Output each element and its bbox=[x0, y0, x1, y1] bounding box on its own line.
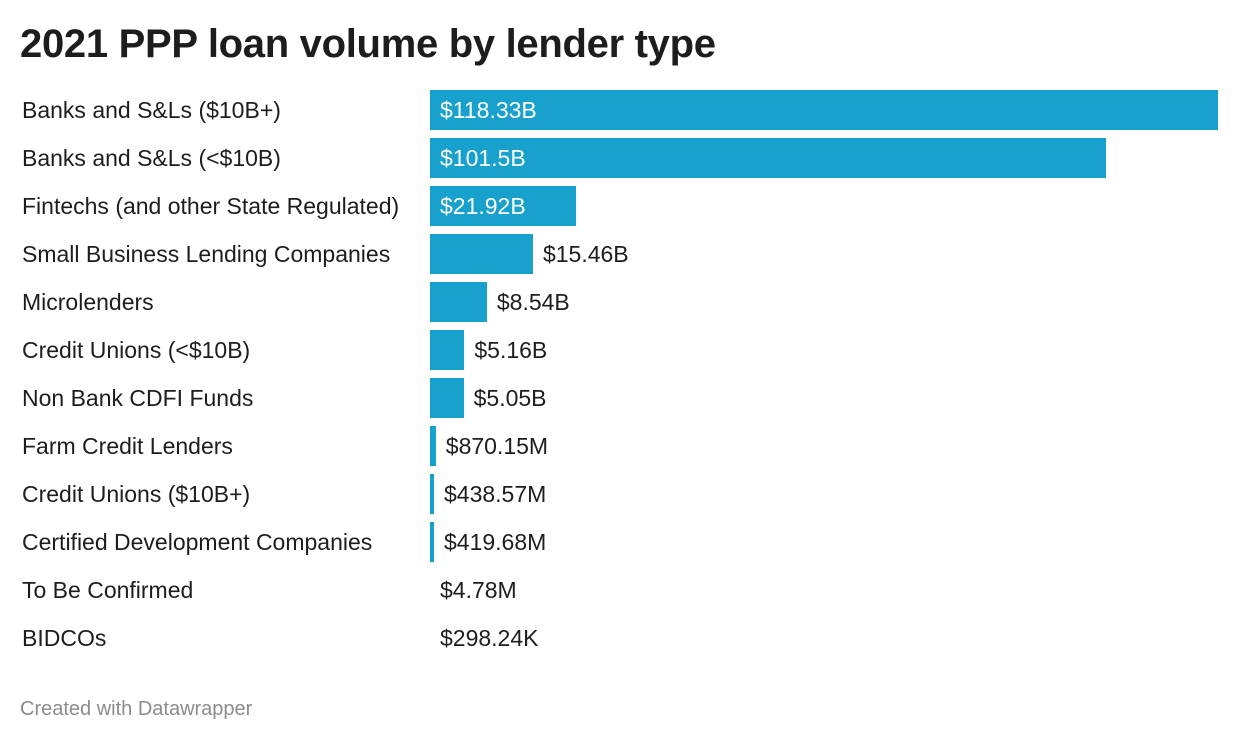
category-label: Banks and S&Ls (<$10B) bbox=[22, 145, 281, 171]
bar bbox=[430, 90, 1218, 130]
category-label: BIDCOs bbox=[22, 625, 107, 651]
bar-chart: Banks and S&Ls ($10B+) $118.33B Banks and … bbox=[0, 86, 1240, 662]
value-label: $298.24K bbox=[440, 625, 539, 651]
bar-row: Farm Credit Lenders $870.15M bbox=[0, 422, 1240, 470]
bar-row: Non Bank CDFI Funds $5.05B bbox=[0, 374, 1240, 422]
value-label: $21.92B bbox=[440, 193, 526, 219]
bar bbox=[430, 522, 434, 562]
value-label: $4.78M bbox=[440, 577, 517, 603]
bar bbox=[430, 378, 464, 418]
bar bbox=[430, 330, 465, 370]
value-label: $5.05B bbox=[473, 385, 547, 411]
bar bbox=[430, 474, 434, 514]
value-label: $419.68M bbox=[444, 529, 547, 555]
bar-row: Certified Development Companies $419.68M bbox=[0, 518, 1240, 566]
category-label: Credit Unions ($10B+) bbox=[22, 481, 251, 507]
value-label: $5.16B bbox=[474, 337, 548, 363]
bar-row: Small Business Lending Companies $15.46B bbox=[0, 230, 1240, 278]
bar-row: Banks and S&Ls (<$10B) $101.5B bbox=[0, 134, 1240, 182]
value-label: $101.5B bbox=[440, 145, 526, 171]
bar bbox=[430, 138, 1106, 178]
bar-row: Credit Unions (<$10B) $5.16B bbox=[0, 326, 1240, 374]
category-label: To Be Confirmed bbox=[22, 577, 194, 603]
footer-credit: Created with Datawrapper bbox=[20, 698, 253, 720]
category-label: Fintechs (and other State Regulated) bbox=[22, 193, 400, 219]
value-label: $8.54B bbox=[496, 289, 570, 315]
category-label: Farm Credit Lenders bbox=[22, 433, 233, 459]
value-label: $438.57M bbox=[444, 481, 547, 507]
bar-row: Banks and S&Ls ($10B+) $118.33B bbox=[0, 86, 1240, 134]
category-label: Banks and S&Ls ($10B+) bbox=[22, 97, 281, 123]
bar-row: Microlenders $8.54B bbox=[0, 278, 1240, 326]
bar bbox=[430, 234, 533, 274]
category-label: Certified Development Companies bbox=[22, 529, 373, 555]
category-label: Small Business Lending Companies bbox=[22, 241, 391, 267]
bar bbox=[430, 426, 436, 466]
value-label: $15.46B bbox=[542, 241, 629, 267]
bar-row: To Be Confirmed $4.78M bbox=[0, 566, 1240, 614]
bar-row: BIDCOs $298.24K bbox=[0, 614, 1240, 662]
category-label: Non Bank CDFI Funds bbox=[22, 385, 254, 411]
chart-title: 2021 PPP loan volume by lender type bbox=[20, 22, 716, 66]
bar bbox=[430, 282, 487, 322]
category-label: Credit Unions (<$10B) bbox=[22, 337, 251, 363]
bar-row: Fintechs (and other State Regulated) $21.… bbox=[0, 182, 1240, 230]
value-label: $118.33B bbox=[440, 97, 537, 123]
category-label: Microlenders bbox=[22, 289, 154, 315]
bar bbox=[430, 186, 576, 226]
bar-row: Credit Unions ($10B+) $438.57M bbox=[0, 470, 1240, 518]
value-label: $870.15M bbox=[445, 433, 549, 459]
